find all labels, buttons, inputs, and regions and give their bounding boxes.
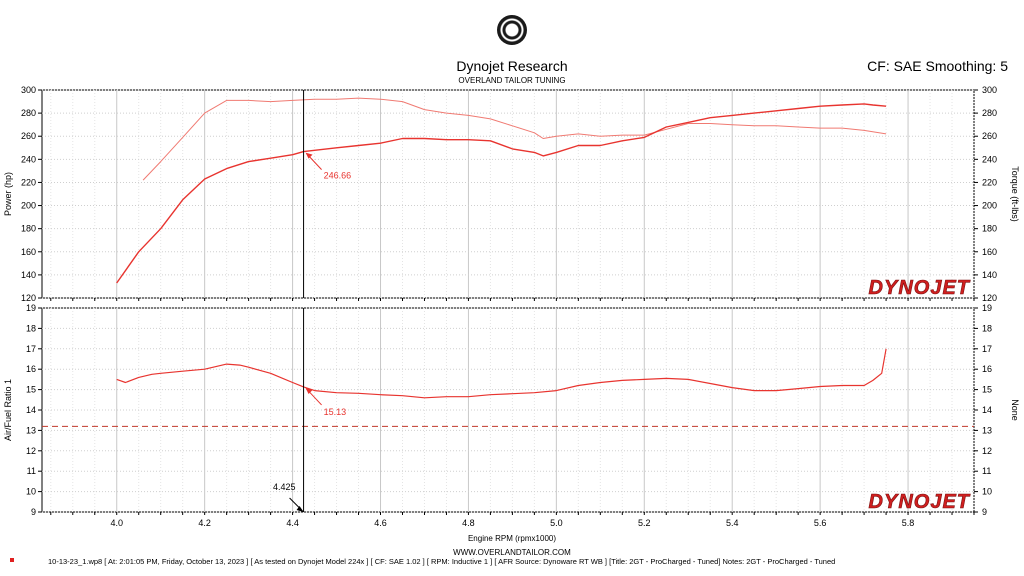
power-panel-ytick-label-right: 160 <box>982 247 997 257</box>
power-panel-ytick-label-left: 200 <box>21 201 36 211</box>
xtick-label: 4.6 <box>374 518 387 528</box>
rpm-annotation-arrow <box>296 506 304 512</box>
power-panel-ytick-label-left: 280 <box>21 108 36 118</box>
power-panel-ytick-label-right: 260 <box>982 131 997 141</box>
afr-panel-ytick-label-right: 12 <box>982 446 992 456</box>
power-annotation-arrow <box>305 152 313 159</box>
power-panel-ytick-label-left: 160 <box>21 247 36 257</box>
afr-panel-ytick-label-right: 17 <box>982 344 992 354</box>
afr-panel-ytick-label-right: 19 <box>982 303 992 313</box>
afr-panel-ytick-label-right: 18 <box>982 323 992 333</box>
afr-panel-ytick-label-left: 14 <box>26 405 36 415</box>
afr-panel-ytick-label-left: 16 <box>26 364 36 374</box>
power-panel-ytick-label-left: 180 <box>21 224 36 234</box>
xtick-label: 5.6 <box>814 518 827 528</box>
afr-panel-ytick-label-left: 11 <box>27 466 36 476</box>
power-panel-frame <box>41 89 975 299</box>
power-panel-ylabel-left: Power (hp) <box>3 172 13 216</box>
xtick-label: 5.0 <box>550 518 563 528</box>
xtick-label: 5.4 <box>726 518 739 528</box>
afr-panel-ytick-label-left: 15 <box>26 385 36 395</box>
power-panel-ytick-label-left: 260 <box>21 131 36 141</box>
power-panel-ytick-label-left: 140 <box>21 270 36 280</box>
x-axis-label: Engine RPM (rpmx1000) <box>468 534 556 543</box>
power-panel-ytick-label-left: 240 <box>21 154 36 164</box>
xtick-label: 4.0 <box>110 518 123 528</box>
afr-panel-ytick-label-left: 9 <box>31 507 36 517</box>
dynojet-watermark: DYNOJET <box>869 491 971 513</box>
afr-panel-ytick-label-left: 19 <box>26 303 36 313</box>
page-subtitle: OVERLAND TAILOR TUNING <box>458 76 566 85</box>
afr-panel-ytick-label-right: 16 <box>982 364 992 374</box>
afr-panel-ytick-label-right: 14 <box>982 405 992 415</box>
afr-panel-ytick-label-right: 15 <box>982 385 992 395</box>
power-panel-ytick-label-left: 120 <box>21 293 36 303</box>
afr-panel-ytick-label-left: 13 <box>26 425 36 435</box>
dynojet-watermark: DYNOJET <box>869 277 971 299</box>
power-panel-ytick-label-right: 120 <box>982 293 997 303</box>
xtick-label: 5.8 <box>902 518 915 528</box>
xtick-label: 4.4 <box>286 518 299 528</box>
power-panel-ytick-label-right: 180 <box>982 224 997 234</box>
dynojet-seal-icon <box>497 15 527 45</box>
power-panel-ylabel-right: Torque (ft-lbs) <box>1010 166 1020 222</box>
afr-panel-ytick-label-left: 18 <box>26 323 36 333</box>
power-series-line <box>116 103 887 284</box>
power-panel-ytick-label-right: 240 <box>982 154 997 164</box>
website-url: WWW.OVERLANDTAILOR.COM <box>453 548 571 557</box>
power-panel-ytick-label-right: 220 <box>982 177 997 187</box>
afr-cursor-value: 15.13 <box>324 407 347 417</box>
power-panel-ytick-label-left: 220 <box>21 177 36 187</box>
power-panel-ytick-label-right: 300 <box>982 85 997 95</box>
afr-panel-ylabel-left: Air/Fuel Ratio 1 <box>3 379 13 441</box>
afr-panel-ytick-label-right: 11 <box>982 466 991 476</box>
afr-panel-ylabel-right: None <box>1010 399 1020 421</box>
afr-panel-ytick-label-right: 9 <box>982 507 987 517</box>
xtick-label: 5.2 <box>638 518 651 528</box>
power-panel-ytick-label-left: 300 <box>21 85 36 95</box>
rpm-cursor-value: 4.425 <box>273 482 296 492</box>
afr-panel-ytick-label-left: 10 <box>26 487 36 497</box>
afr-panel-ytick-label-right: 10 <box>982 487 992 497</box>
afr-panel-ytick-label-right: 13 <box>982 425 992 435</box>
power-panel-ytick-label-right: 200 <box>982 201 997 211</box>
power-cursor-value: 246.66 <box>324 171 352 181</box>
torque-series-line <box>142 97 887 181</box>
power-panel-ytick-label-right: 140 <box>982 270 997 280</box>
afr-panel-ytick-label-left: 17 <box>26 344 36 354</box>
xtick-label: 4.8 <box>462 518 475 528</box>
page-title: Dynojet Research <box>456 58 568 74</box>
xtick-label: 4.2 <box>198 518 211 528</box>
run-info-footer: 10-13-23_1.wp8 [ At: 2:01:05 PM, Friday,… <box>48 557 836 566</box>
afr-series-line <box>116 348 887 399</box>
afr-panel-ytick-label-left: 12 <box>26 446 36 456</box>
legend-marker <box>10 558 14 562</box>
cf-smoothing-label: CF: SAE Smoothing: 5 <box>867 58 1008 74</box>
power-panel-ytick-label-right: 280 <box>982 108 997 118</box>
afr-annotation-arrow <box>305 387 313 394</box>
